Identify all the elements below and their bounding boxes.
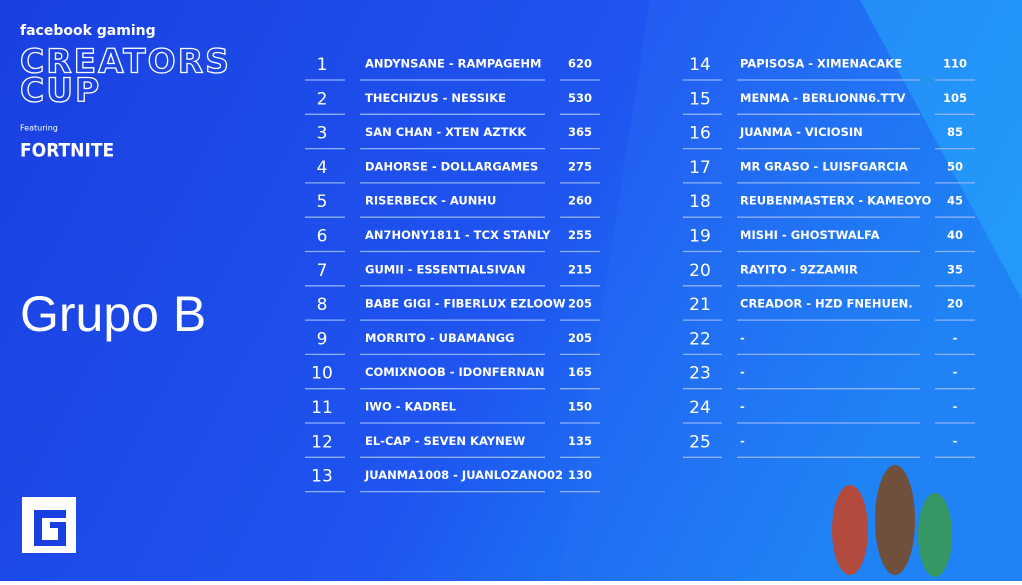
rank: 12 <box>311 432 333 452</box>
rank: 7 <box>317 261 328 281</box>
rank: 2 <box>317 89 328 109</box>
rank: 17 <box>689 158 711 178</box>
points: - <box>953 400 958 414</box>
team-name: DAHORSE - DOLLARGAMES <box>365 159 538 173</box>
rank: 13 <box>311 467 333 487</box>
points: 85 <box>947 125 963 139</box>
team-name: - <box>740 400 745 414</box>
points: - <box>953 365 958 379</box>
rank: 25 <box>689 432 711 452</box>
points: 20 <box>947 297 963 311</box>
points: - <box>953 434 958 448</box>
facebook-gaming-logo <box>22 497 76 553</box>
characters-art <box>832 465 952 577</box>
team-name: SAN CHAN - XTEN AZTKK <box>365 125 527 139</box>
team-name: THECHIZUS - NESSIKE <box>365 91 506 105</box>
points: 205 <box>568 297 592 311</box>
rank: 11 <box>311 398 333 418</box>
rank: 10 <box>311 364 333 384</box>
rank: 16 <box>689 124 711 144</box>
points: - <box>953 331 958 345</box>
team-name: PAPISOSA - XIMENACAKE <box>740 57 902 71</box>
rank: 6 <box>317 227 328 247</box>
points: 35 <box>947 262 963 276</box>
featuring-label: Featuring <box>20 124 58 133</box>
rank: 4 <box>317 158 328 178</box>
event-title: CUP <box>20 71 101 110</box>
points: 40 <box>947 228 963 242</box>
rank: 23 <box>689 364 711 384</box>
team-name: MORRITO - UBAMANGG <box>365 331 514 345</box>
team-name: COMIXNOOB - IDONFERNAN <box>365 365 544 379</box>
background-shape <box>860 0 1022 300</box>
rank: 21 <box>689 295 711 315</box>
brand-network: facebook gaming <box>20 23 156 39</box>
points: 165 <box>568 365 592 379</box>
points: 620 <box>568 57 592 71</box>
team-name: RISERBECK - AUNHU <box>365 194 496 208</box>
team-name: EL-CAP - SEVEN KAYNEW <box>365 434 526 448</box>
points: 45 <box>947 194 963 208</box>
group-title: Grupo B <box>20 286 206 342</box>
points: 530 <box>568 91 592 105</box>
team-name: BABE GIGI - FIBERLUX EZLOOW <box>365 297 566 311</box>
team-name: AN7HONY1811 - TCX STANLY <box>365 228 551 242</box>
points: 110 <box>943 57 967 71</box>
points: 275 <box>568 159 592 173</box>
points: 50 <box>947 159 963 173</box>
team-name: JUANMA1008 - JUANLOZANO02 <box>364 468 563 482</box>
team-name: MISHI - GHOSTWALFA <box>740 228 880 242</box>
team-name: IWO - KADREL <box>365 400 457 414</box>
team-name: CREADOR - HZD FNEHUEN. <box>740 297 913 311</box>
rank: 15 <box>689 89 711 109</box>
rank: 18 <box>689 192 711 212</box>
rank: 3 <box>317 124 328 144</box>
team-name: JUANMA - VICIOSIN <box>739 125 863 139</box>
game-logo: FORTNITE <box>20 140 114 162</box>
event-title: CREATORS <box>20 42 231 81</box>
rank: 8 <box>317 295 328 315</box>
points: 105 <box>943 91 967 105</box>
rank: 14 <box>689 55 711 75</box>
background-shape <box>560 0 1022 581</box>
team-name: MR GRASO - LUISFGARCIA <box>740 159 908 173</box>
points: 150 <box>568 400 592 414</box>
points: 255 <box>568 228 592 242</box>
team-name: MENMA - BERLIONN6.TTV <box>740 91 905 105</box>
rank: 22 <box>689 329 711 349</box>
rank: 20 <box>689 261 711 281</box>
rank: 19 <box>689 227 711 247</box>
points: 130 <box>568 468 592 482</box>
team-name: GUMII - ESSENTIALSIVAN <box>365 262 526 276</box>
team-name: RAYITO - 9ZZAMIR <box>740 262 858 276</box>
team-name: ANDYNSANE - RAMPAGEHM <box>365 57 541 71</box>
points: 365 <box>568 125 592 139</box>
team-name: - <box>740 331 745 345</box>
points: 205 <box>568 331 592 345</box>
team-name: REUBENMASTERX - KAMEOYO <box>740 194 932 208</box>
team-name: - <box>740 434 745 448</box>
rank: 24 <box>689 398 711 418</box>
rank: 1 <box>317 55 328 75</box>
points: 215 <box>568 262 592 276</box>
rank: 9 <box>317 329 328 349</box>
points: 260 <box>568 194 592 208</box>
rank: 5 <box>317 192 328 212</box>
team-name: - <box>740 365 745 379</box>
points: 135 <box>568 434 592 448</box>
